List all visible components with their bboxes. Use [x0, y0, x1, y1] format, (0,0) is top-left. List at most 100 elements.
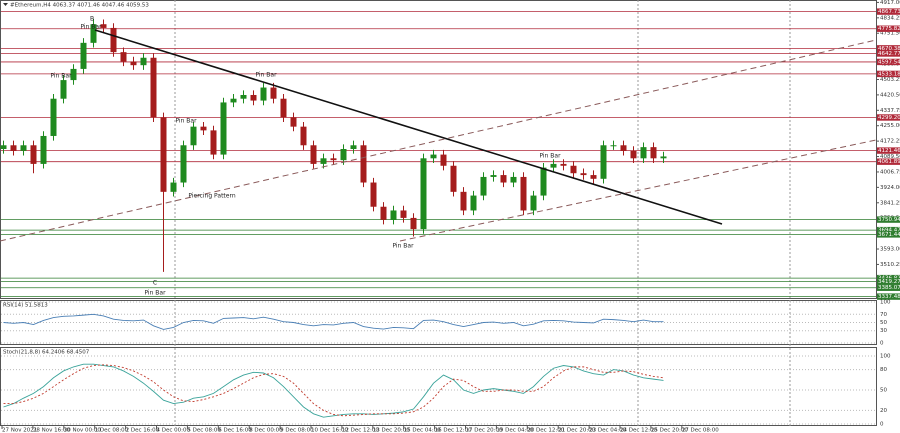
candle-body — [360, 145, 367, 183]
indicator-tick-label: 80 — [880, 367, 887, 373]
candle-body — [160, 117, 167, 192]
indicator-tick-label: 50 — [880, 388, 887, 394]
level-label: 3694.47 — [878, 228, 900, 234]
level-label-box — [877, 284, 900, 291]
indicator-tick-label: 20 — [880, 408, 887, 414]
levels — [1, 11, 876, 298]
candle-body — [130, 61, 137, 66]
candle-body — [290, 117, 297, 127]
level-label: 4775.82 — [878, 26, 900, 32]
candle-body — [630, 150, 637, 159]
candle-body — [560, 163, 567, 166]
y-tick-label: 4503.25 — [880, 77, 900, 83]
candle-body — [470, 195, 477, 211]
candle-body — [270, 87, 277, 99]
candle-body — [20, 145, 27, 151]
candle-body — [40, 135, 47, 164]
y-tick-label: 3510.25 — [880, 262, 900, 268]
candle-body — [70, 68, 77, 81]
level-label: 4299.20 — [878, 115, 900, 121]
indicator-tick-label: 30 — [880, 328, 887, 334]
level-label-box — [877, 226, 900, 234]
x-tick-label: 24 Dec 12:00 — [620, 428, 657, 433]
y-tick-label: 4337.75 — [880, 108, 900, 114]
candle-body — [330, 158, 337, 161]
x-tick-label: 4 Dec 00:00 — [157, 428, 191, 433]
y-tick-label: 4751.50 — [880, 31, 900, 37]
x-tick-label: 15 Dec 04:00 — [404, 428, 441, 433]
level-label-box — [877, 8, 900, 15]
indicator-tick-label: 0 — [880, 341, 884, 347]
candle-body — [600, 145, 607, 179]
candle-body — [90, 24, 97, 43]
y-tick-label: 3841.25 — [880, 200, 900, 206]
x-tick-label: 16 Dec 12:00 — [435, 428, 472, 433]
x-tick-label: 12 Dec 12:00 — [342, 428, 379, 433]
level-label-box — [877, 216, 900, 223]
x-tick-label: 10 Dec 16:00 — [311, 428, 348, 433]
x-tick-label: 27 Nov 2021 — [2, 428, 37, 433]
stoch-label: Stoch(21,8,8) 64.2406 68.4507 — [3, 350, 90, 356]
annotation: Pin Bar — [144, 290, 166, 297]
candles — [0, 18, 667, 272]
rsi-frame — [0, 300, 877, 345]
x-tick-label: 23 Dec 04:00 — [589, 428, 626, 433]
candle-body — [590, 175, 597, 179]
level-label: 4867.73 — [878, 9, 900, 15]
rsi-label: RSI(14) 51.5813 — [3, 303, 48, 309]
candle-body — [490, 175, 497, 177]
annotation: Pin Bar — [80, 24, 102, 31]
level-label-box — [877, 158, 900, 165]
trendline — [94, 29, 723, 225]
x-tick-label: 8 Dec 00:00 — [249, 428, 283, 433]
candle-body — [550, 163, 557, 168]
candle-body — [80, 42, 87, 69]
x-tick-label: 27 Dec 08:00 — [682, 428, 719, 433]
x-tick-label: 21 Dec 20:00 — [558, 428, 595, 433]
y-tick-label: 3593.00 — [880, 247, 900, 253]
candle-body — [200, 126, 207, 131]
main-frame — [0, 0, 877, 299]
candle-body — [170, 182, 177, 192]
level-label-box — [877, 45, 900, 52]
candle-body — [660, 156, 667, 159]
candle-body — [230, 98, 237, 103]
x-tick-label: 5 Dec 08:00 — [187, 428, 221, 433]
level-label-box — [877, 114, 900, 121]
candle-body — [120, 52, 127, 62]
y-tick-label: 4420.50 — [880, 92, 900, 98]
annotation: Pin Bar — [539, 153, 561, 160]
level-label: 4533.18 — [878, 71, 900, 77]
indicator-tick-label: 100 — [880, 354, 891, 360]
candle-body — [260, 87, 267, 101]
candle-body — [220, 102, 227, 155]
candle-body — [460, 191, 467, 211]
candle-body — [430, 154, 437, 159]
menu-arrow — [3, 3, 8, 6]
indicator-tick-label: 0 — [880, 422, 884, 428]
indicator-tick-label: 100 — [880, 300, 891, 306]
level-label: 3419.27 — [878, 279, 900, 285]
x-tick-label: 20 Dec 12:00 — [527, 428, 564, 433]
candle-body — [500, 175, 507, 183]
y-tick-label: 4089.50 — [880, 154, 900, 160]
level-label: 3671.44 — [878, 232, 900, 238]
x-tick-label: 25 Dec 20:00 — [651, 428, 688, 433]
candle-body — [440, 154, 447, 166]
x-tick-label: 19 Dec 04:00 — [496, 428, 533, 433]
channel-lower — [399, 139, 877, 242]
y-tick-label: 4834.25 — [880, 15, 900, 21]
candle-body — [420, 158, 427, 230]
indicator-line — [3, 364, 664, 417]
candle-body — [150, 57, 157, 118]
x-tick-label: 17 Dec 20:00 — [466, 428, 503, 433]
candle-body — [310, 145, 317, 164]
x-tick-label: 28 Nov 16:00 — [33, 428, 71, 433]
level-label: 4642.77 — [878, 51, 900, 57]
level-label-box — [877, 58, 900, 66]
candle-body — [190, 126, 197, 146]
separators — [174, 0, 791, 426]
